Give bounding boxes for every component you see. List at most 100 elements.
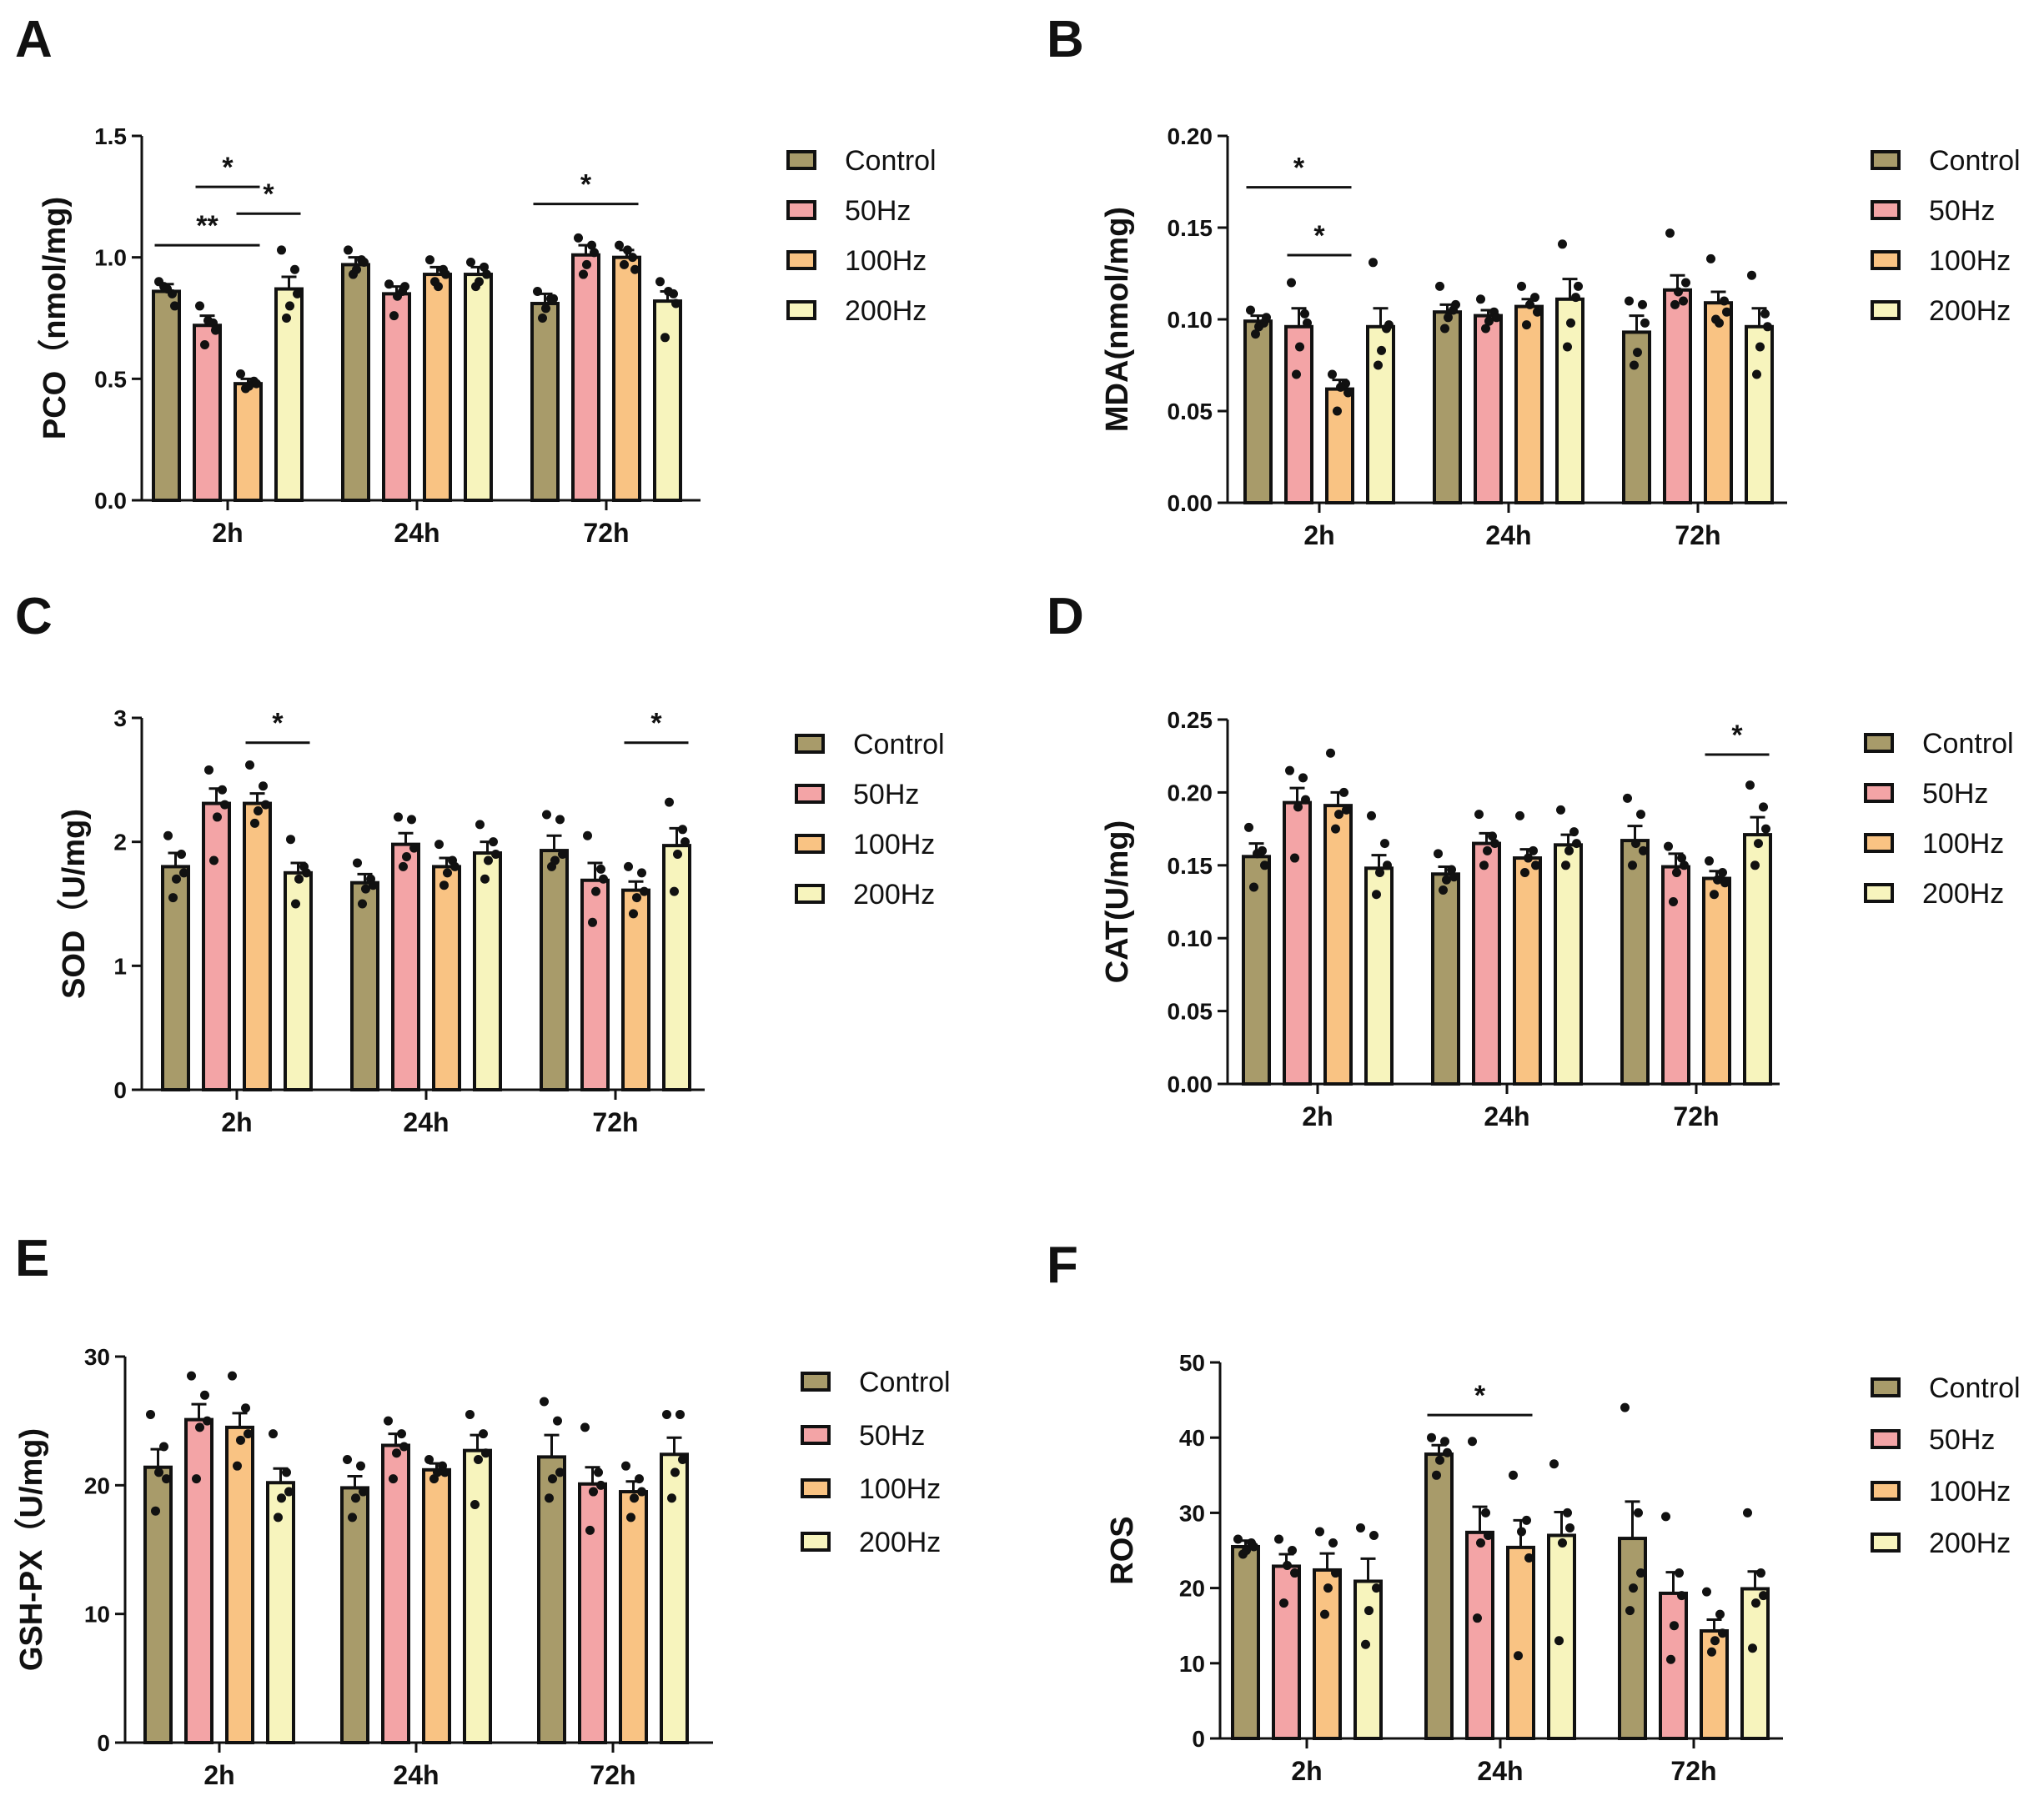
data-point bbox=[1326, 748, 1335, 758]
data-point bbox=[1574, 281, 1583, 291]
data-point bbox=[545, 1493, 554, 1503]
data-point bbox=[582, 259, 591, 269]
data-point bbox=[1522, 1515, 1531, 1525]
legend-label: Control bbox=[859, 1367, 951, 1398]
data-point bbox=[655, 277, 665, 287]
data-point bbox=[359, 1487, 368, 1497]
data-point bbox=[1661, 1512, 1670, 1522]
legend-swatch bbox=[1871, 200, 1901, 220]
bar bbox=[340, 1486, 369, 1745]
data-point bbox=[491, 850, 500, 860]
data-point bbox=[1372, 1583, 1381, 1593]
data-point bbox=[290, 264, 299, 274]
data-point bbox=[218, 785, 227, 795]
data-point bbox=[591, 886, 600, 896]
legend: Control 50Hz 100Hz 200Hz bbox=[786, 145, 937, 327]
data-point bbox=[489, 837, 498, 847]
data-point bbox=[1377, 345, 1386, 355]
data-point bbox=[1323, 1583, 1333, 1593]
legend-label: 200Hz bbox=[853, 879, 935, 911]
data-point bbox=[1440, 324, 1449, 334]
y-tick-label: 30 bbox=[84, 1344, 110, 1370]
y-tick-label: 0.0 bbox=[94, 488, 127, 514]
data-point bbox=[585, 1525, 595, 1535]
data-point bbox=[433, 1467, 442, 1477]
legend-swatch bbox=[786, 250, 816, 270]
data-point bbox=[1290, 853, 1299, 863]
data-point bbox=[1670, 299, 1680, 309]
data-point bbox=[1515, 810, 1524, 820]
data-point bbox=[1710, 1636, 1720, 1646]
y-tick-label: 0.15 bbox=[1168, 853, 1213, 879]
data-point bbox=[590, 248, 599, 258]
x-tick-label: 2h bbox=[1303, 520, 1334, 550]
data-point bbox=[195, 301, 204, 311]
data-point bbox=[187, 1371, 196, 1381]
data-point bbox=[233, 1461, 242, 1471]
data-point bbox=[1361, 1639, 1370, 1649]
legend-label: 50Hz bbox=[1929, 195, 1995, 227]
data-point bbox=[1636, 810, 1645, 820]
data-point bbox=[269, 1429, 278, 1439]
data-point bbox=[1303, 318, 1312, 328]
data-point bbox=[1759, 1591, 1768, 1601]
legend-label: 200Hz bbox=[859, 1527, 941, 1558]
data-point bbox=[1524, 1553, 1534, 1563]
data-point bbox=[302, 868, 311, 878]
data-point bbox=[1664, 841, 1673, 851]
data-point bbox=[344, 245, 353, 255]
data-point bbox=[1375, 868, 1384, 878]
data-point bbox=[399, 861, 408, 871]
data-point bbox=[434, 840, 444, 850]
legend-label: 50Hz bbox=[853, 779, 919, 810]
data-point bbox=[1251, 329, 1260, 339]
legend-label: 50Hz bbox=[845, 195, 911, 227]
x-tick-label: 2h bbox=[212, 518, 243, 548]
x-tick-label: 24h bbox=[393, 1760, 439, 1790]
legend-label: 100Hz bbox=[1929, 245, 2011, 277]
data-point bbox=[479, 1429, 488, 1439]
data-point bbox=[277, 1493, 286, 1503]
data-point bbox=[1300, 309, 1309, 319]
data-point bbox=[343, 1454, 352, 1464]
data-point bbox=[1476, 1538, 1485, 1548]
data-point bbox=[352, 264, 361, 274]
data-point bbox=[399, 1442, 409, 1452]
data-point bbox=[596, 864, 605, 874]
data-point bbox=[1750, 860, 1760, 870]
x-tick-label: 24h bbox=[1477, 1756, 1523, 1786]
data-point bbox=[1260, 860, 1269, 870]
data-point bbox=[1710, 890, 1719, 900]
data-point bbox=[1451, 299, 1460, 309]
data-point bbox=[624, 861, 633, 871]
data-point bbox=[1369, 1530, 1379, 1540]
data-point bbox=[1449, 872, 1459, 882]
data-point bbox=[209, 855, 218, 865]
legend-swatch bbox=[801, 1372, 831, 1392]
data-point bbox=[664, 286, 673, 296]
bar bbox=[1323, 804, 1353, 1086]
data-point bbox=[1759, 802, 1768, 812]
data-point bbox=[1342, 805, 1351, 815]
data-point bbox=[261, 800, 270, 810]
data-point bbox=[1301, 795, 1310, 805]
data-point bbox=[1488, 831, 1497, 841]
data-point bbox=[1563, 1507, 1572, 1518]
data-point bbox=[1473, 1613, 1482, 1623]
data-point bbox=[1563, 342, 1572, 352]
x-tick-label: 72h bbox=[592, 1107, 638, 1137]
legend: Control 50Hz 100Hz 200Hz bbox=[1871, 145, 2021, 327]
data-point bbox=[204, 765, 213, 775]
data-point bbox=[450, 861, 460, 871]
data-point bbox=[1367, 810, 1376, 820]
data-point bbox=[626, 1512, 635, 1523]
data-point bbox=[1763, 322, 1772, 332]
data-point bbox=[351, 1493, 360, 1503]
bar bbox=[612, 255, 641, 502]
legend-label: 100Hz bbox=[859, 1473, 941, 1505]
data-point bbox=[1630, 360, 1639, 370]
data-point bbox=[1233, 1534, 1243, 1544]
data-point bbox=[1636, 1568, 1645, 1578]
x-tick-label: 2h bbox=[1302, 1101, 1333, 1131]
bar bbox=[540, 849, 569, 1091]
